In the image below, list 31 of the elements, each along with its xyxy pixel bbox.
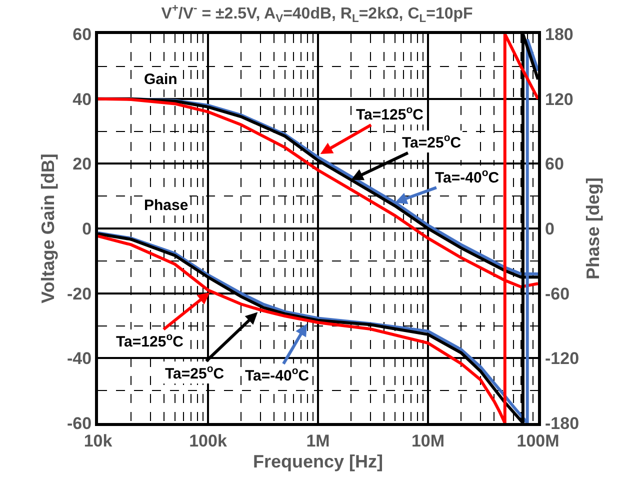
- annotation: Ta=125$^{o}$C: [356, 104, 424, 124]
- annotation: Ta=-40$^{o}$C: [435, 167, 500, 186]
- y-axis-title: Voltage Gain [dB]: [38, 154, 58, 304]
- y2-tick-label: -180: [545, 414, 580, 433]
- x-tick-label: 10k: [84, 431, 113, 450]
- chart-title: V$^{+}$/V$^{-}$ = ±2.5V, A$_{V}$=40dB, R$_{L}$=2kΩ, C$_{L}$=10pF: [161, 2, 473, 25]
- y2-tick-label: 60: [545, 154, 564, 174]
- annotation: Ta=125$^{o}$C: [116, 331, 184, 350]
- x-tick-label: 100k: [189, 431, 228, 450]
- y2-tick-label: -120: [545, 349, 580, 368]
- y2-tick-label: 120: [545, 90, 574, 109]
- y-tick-label: -40: [67, 349, 92, 368]
- y2-axis-title: Phase [deg]: [583, 177, 604, 280]
- x-tick-label: 10M: [411, 431, 445, 450]
- y-tick-label: -60: [67, 414, 92, 433]
- annotation: Gain: [144, 71, 178, 88]
- annotation: Ta=25$^{o}$C: [402, 132, 462, 152]
- y2-tick-label: 180: [545, 24, 574, 44]
- y-tick-label: -20: [67, 284, 92, 304]
- y2-tick-label: 0: [545, 219, 554, 238]
- x-tick-label: 100M: [516, 431, 560, 450]
- y-tick-label: 0: [82, 219, 92, 238]
- y-tick-label: 60: [72, 24, 92, 44]
- y2-tick-label: -60: [545, 284, 570, 304]
- annotation: Phase: [144, 197, 188, 214]
- y-tick-label: 40: [72, 90, 92, 109]
- x-tick-label: 1M: [306, 431, 330, 450]
- annotation: Ta=25$^{o}$C: [165, 363, 224, 382]
- x-axis-title: Frequency [Hz]: [252, 452, 384, 472]
- annotation: Ta=-40$^{o}$C: [245, 365, 310, 384]
- y-tick-label: 20: [72, 154, 92, 174]
